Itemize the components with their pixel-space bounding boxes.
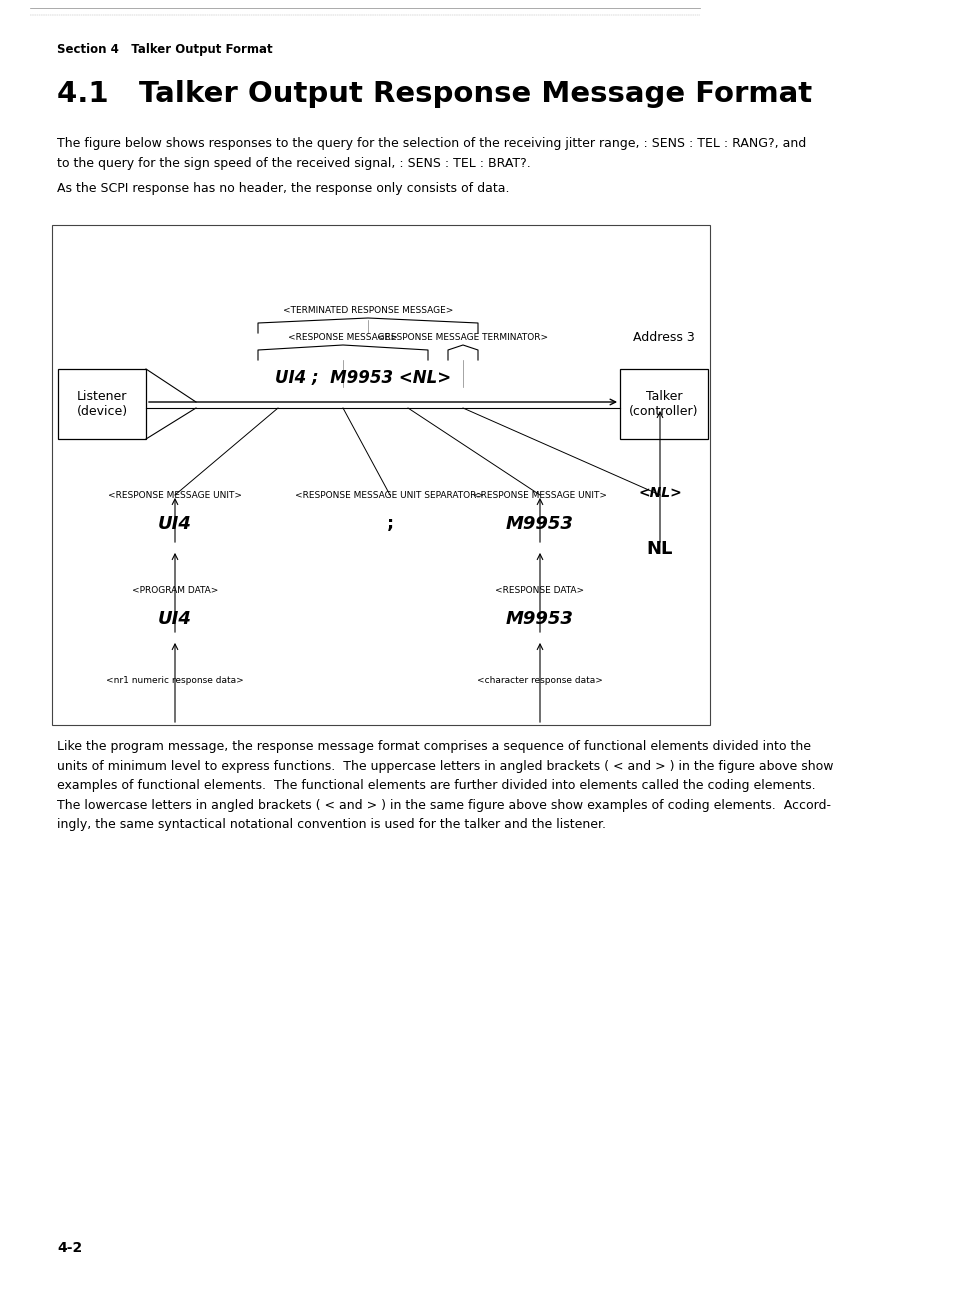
Text: NL: NL: [646, 540, 673, 558]
Text: Section 4   Talker Output Format: Section 4 Talker Output Format: [57, 43, 273, 57]
Bar: [58, 370, 146, 439]
Text: <RESPONSE MESSAGE UNIT SEPARATOR>: <RESPONSE MESSAGE UNIT SEPARATOR>: [295, 490, 484, 500]
Text: M9953: M9953: [505, 515, 574, 533]
Text: <RESPONSE MESSAGE TERMINATOR>: <RESPONSE MESSAGE TERMINATOR>: [377, 333, 548, 342]
Text: M9953: M9953: [505, 610, 574, 629]
Text: Address 3: Address 3: [633, 331, 694, 345]
Text: The figure below shows responses to the query for the selection of the receiving: The figure below shows responses to the …: [57, 137, 805, 170]
Text: <character response data>: <character response data>: [476, 676, 602, 685]
Text: UI4: UI4: [158, 515, 192, 533]
Text: <PROGRAM DATA>: <PROGRAM DATA>: [132, 586, 218, 594]
Text: <NL>: <NL>: [638, 487, 681, 500]
Text: UI4: UI4: [158, 610, 192, 629]
Bar: [52, 225, 709, 725]
Text: Like the program message, the response message format comprises a sequence of fu: Like the program message, the response m…: [57, 740, 833, 831]
Text: 4-2: 4-2: [57, 1241, 82, 1255]
Text: Talker
(controller): Talker (controller): [629, 391, 698, 418]
Text: UI4 ;  M9953 <NL>: UI4 ; M9953 <NL>: [274, 370, 451, 387]
Text: <RESPONSE DATA>: <RESPONSE DATA>: [495, 586, 584, 594]
Text: ;: ;: [386, 515, 394, 533]
Text: <RESPONSE MESSAGE UNIT>: <RESPONSE MESSAGE UNIT>: [108, 490, 242, 500]
Text: <RESPONSE MESSAGE>: <RESPONSE MESSAGE>: [288, 333, 397, 342]
Text: <RESPONSE MESSAGE UNIT>: <RESPONSE MESSAGE UNIT>: [473, 490, 606, 500]
Text: 4.1   Talker Output Response Message Format: 4.1 Talker Output Response Message Forma…: [57, 80, 811, 108]
Text: Listener
(device): Listener (device): [76, 391, 128, 418]
Text: As the SCPI response has no header, the response only consists of data.: As the SCPI response has no header, the …: [57, 181, 509, 195]
Text: <nr1 numeric response data>: <nr1 numeric response data>: [106, 676, 244, 685]
Bar: [619, 370, 707, 439]
Text: <TERMINATED RESPONSE MESSAGE>: <TERMINATED RESPONSE MESSAGE>: [282, 306, 453, 316]
